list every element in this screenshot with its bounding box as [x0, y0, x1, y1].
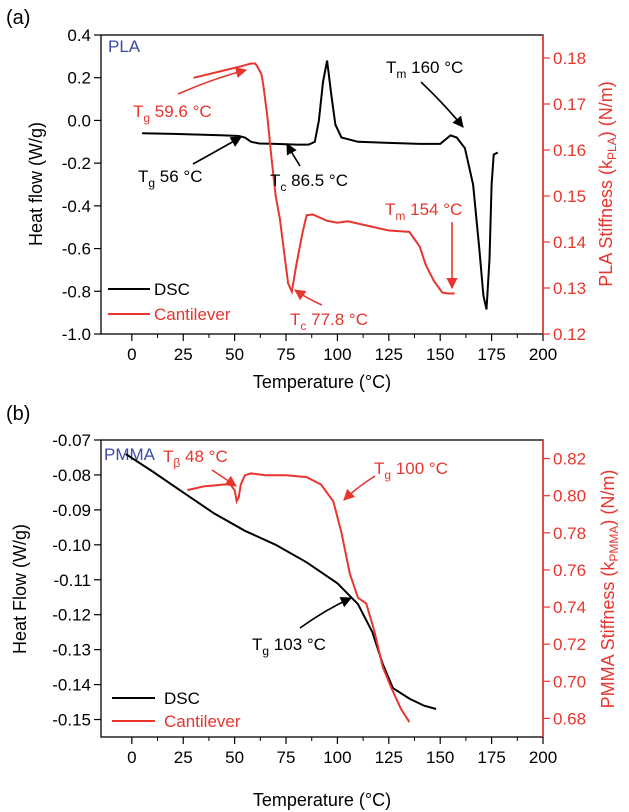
x-tick-label: 175: [477, 748, 505, 767]
right-y-tick-label: 0.72: [553, 635, 586, 654]
right-y-tick-label: 0.17: [553, 95, 586, 114]
panel-b-legend-cantilever-label: Cantilever: [164, 712, 241, 731]
panel-b-legend-dsc-label: DSC: [164, 689, 200, 708]
x-tick-label: 50: [225, 748, 244, 767]
panel-a: (a) PLA 0 25 50 75 100 125 150 175 200 0.4 0.2 0.0…: [6, 7, 619, 392]
panel-a-arrow-tc-cantilever: [294, 289, 323, 306]
x-tick-label: 150: [426, 345, 454, 364]
left-y-tick-label: -0.13: [52, 641, 91, 660]
x-tick-label: 150: [426, 748, 454, 767]
panel-a-left-y-ticks: 0.4 0.2 0.0 -0.2 -0.4 -0.6 -0.8 -1.0: [62, 26, 101, 344]
left-y-tick-label: -0.12: [52, 606, 91, 625]
panel-b-cantilever-line: [187, 472, 411, 723]
left-y-tick-label: -0.09: [52, 501, 91, 520]
panel-b-annot-tbeta-cantilever: Tβ 48 °C: [163, 447, 228, 470]
panel-a-legend-cantilever-label: Cantilever: [154, 305, 231, 324]
right-y-tick-label: 0.16: [553, 141, 586, 160]
x-tick-label: 0: [127, 345, 136, 364]
x-tick-label: 175: [477, 345, 505, 364]
panel-b-annotations: Tβ 48 °C Tg 100 °C Tg 103 °C: [163, 447, 448, 658]
panel-a-arrow-tm-dsc: [420, 81, 464, 128]
panel-a-arrow-tg-dsc: [192, 136, 242, 165]
x-tick-label: 125: [375, 748, 403, 767]
left-y-tick-label: -0.11: [54, 571, 92, 590]
panel-a-left-y-axis-title: Heat flow (W/g): [26, 122, 46, 246]
panel-b-left-y-ticks: -0.07 -0.08 -0.09 -0.10 -0.11 -0.12 -0.13 -0.14…: [52, 431, 101, 730]
panel-a-annot-tc-dsc: Tc 86.5 °C: [270, 171, 348, 194]
panel-b-legend: DSC Cantilever: [112, 689, 241, 731]
x-tick-label: 125: [375, 345, 403, 364]
panel-b-arrow-tbeta-cantilever: [211, 469, 237, 487]
panel-a-annot-tg-dsc: Tg 56 °C: [138, 167, 203, 190]
panel-a-annot-tg-cantilever: Tg 59.6 °C: [133, 102, 212, 125]
panel-a-right-y-axis-title: PLA Stiffness (kPLA) (N/m): [596, 81, 619, 286]
left-y-tick-label: -0.15: [52, 711, 91, 730]
left-y-tick-label: -0.6: [62, 240, 91, 259]
panel-b-annot-tg-cantilever: Tg 100 °C: [374, 459, 448, 482]
panel-a-annot-tm-dsc: Tm 160 °C: [386, 58, 463, 81]
left-y-tick-label: 0.4: [67, 26, 91, 45]
x-tick-label: 50: [225, 345, 244, 364]
panel-a-label: (a): [6, 7, 30, 29]
x-tick-label: 75: [277, 748, 296, 767]
panel-a-x-ticks: 0 25 50 75 100 125 150 175 200: [127, 334, 557, 364]
panel-b-sample-label: PMMA: [104, 445, 156, 464]
panel-b-annot-tg-dsc: Tg 103 °C: [252, 635, 326, 658]
right-y-tick-label: 0.74: [553, 598, 586, 617]
panel-b-x-ticks: 0 25 50 75 100 125 150 175 200: [127, 737, 557, 767]
left-y-tick-label: -0.14: [52, 676, 91, 695]
left-y-tick-label: 0.0: [67, 111, 91, 130]
right-y-tick-label: 0.76: [553, 561, 586, 580]
panel-b-x-axis-title: Temperature (°C): [253, 790, 391, 810]
panel-b-right-y-ticks: 0.82 0.80 0.78 0.76 0.74 0.72 0.70 0.68: [542, 440, 586, 737]
left-y-tick-label: 0.2: [67, 69, 91, 88]
right-y-tick-label: 0.78: [553, 524, 586, 543]
left-y-tick-label: -0.8: [62, 282, 91, 301]
x-tick-label: 25: [174, 748, 193, 767]
panel-a-legend: DSC Cantilever: [108, 280, 231, 324]
right-y-tick-label: 0.18: [553, 49, 586, 68]
panel-b-right-y-axis-title: PMMA Stiffness (kPMMA) (N/m): [598, 470, 621, 709]
right-y-tick-label: 0.14: [553, 233, 586, 252]
right-y-tick-label: 0.15: [553, 187, 586, 206]
panel-b-arrow-tg-dsc: [299, 597, 353, 629]
x-tick-label: 75: [277, 345, 296, 364]
panel-a-annot-tm-cantilever: Tm 154 °C: [385, 200, 462, 223]
panel-b: (b) PMMA 0 25 50 75 100 125 150 175 200 -0.07-0.…: [6, 403, 621, 810]
panel-b-dsc-line: [125, 453, 437, 710]
panel-b-arrow-tg-cantilever: [343, 475, 376, 501]
x-tick-label: 200: [529, 748, 557, 767]
x-tick-label: 25: [174, 345, 193, 364]
panel-a-legend-dsc-label: DSC: [154, 280, 190, 299]
x-tick-label: 0: [127, 748, 136, 767]
panel-a-sample-label: PLA: [108, 37, 141, 56]
right-y-tick-label: 0.13: [553, 279, 586, 298]
panel-a-annotations: Tg 59.6 °C Tg 56 °C Tc 86.5 °C Tm 160 °C…: [133, 58, 464, 333]
left-y-tick-label: -0.4: [62, 197, 91, 216]
panel-a-arrow-tg-cantilever: [177, 67, 248, 95]
left-y-tick-label: -0.10: [52, 536, 91, 555]
panel-a-arrow-tc-dsc: [286, 143, 301, 167]
right-y-tick-label: 0.12: [553, 325, 586, 344]
panel-b-label: (b): [6, 403, 30, 425]
right-y-tick-label: 0.82: [553, 450, 586, 469]
x-tick-label: 200: [529, 345, 557, 364]
panel-b-left-y-axis-title: Heat Flow (W/g): [10, 524, 30, 654]
right-y-tick-label: 0.68: [553, 709, 586, 728]
left-y-tick-label: -0.07: [52, 431, 91, 450]
x-tick-label: 100: [323, 748, 351, 767]
x-tick-label: 100: [323, 345, 351, 364]
panel-a-right-y-ticks: 0.18 0.17 0.16 0.15 0.14 0.13 0.12: [542, 35, 586, 344]
panel-a-annot-tc-cantilever: Tc 77.8 °C: [290, 310, 368, 333]
left-y-tick-label: -0.08: [52, 466, 91, 485]
left-y-tick-label: -0.2: [62, 154, 91, 173]
panel-a-x-axis-title: Temperature (°C): [253, 372, 391, 392]
right-y-tick-label: 0.80: [553, 487, 586, 506]
left-y-tick-label: -1.0: [62, 325, 91, 344]
panel-a-dsc-line: [142, 60, 499, 310]
right-y-tick-label: 0.70: [553, 672, 586, 691]
panel-a-cantilever-line: [193, 62, 455, 296]
